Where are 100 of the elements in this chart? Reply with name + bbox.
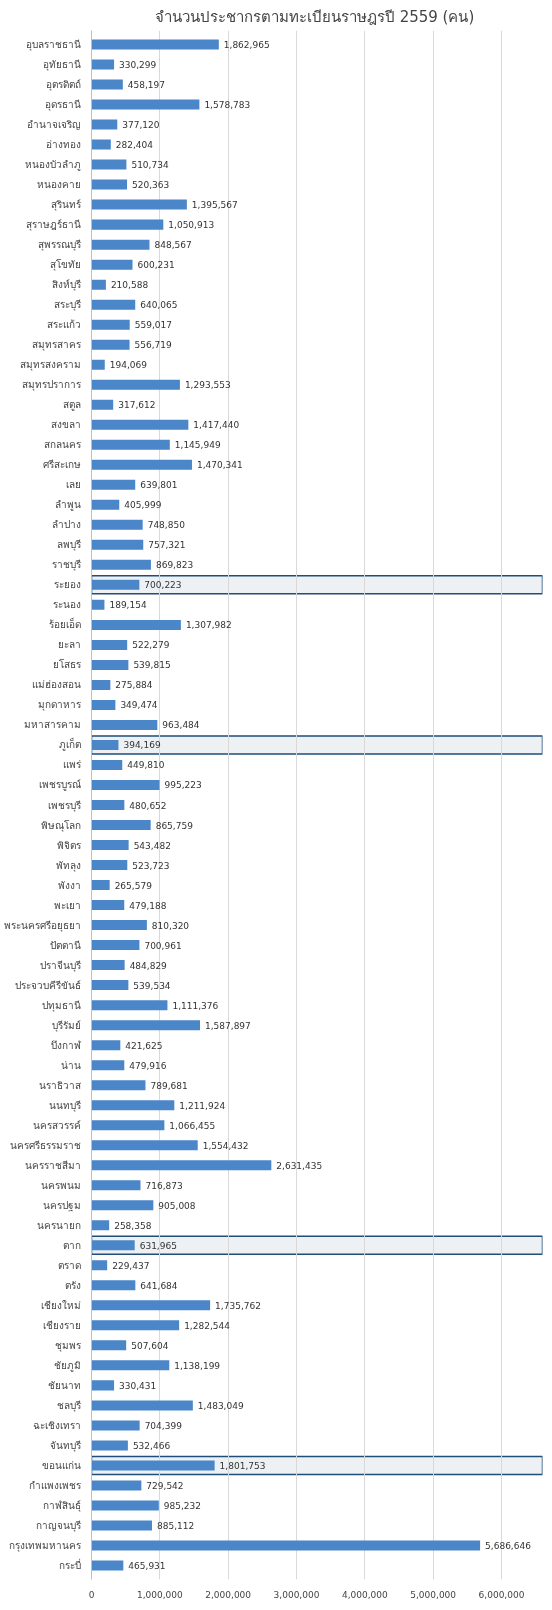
y-tick-label: ขอนแก่น [41, 1459, 81, 1471]
y-tick-label: ร้อยเอ็ด [48, 617, 81, 631]
y-tick-label: ยโสธร [52, 658, 82, 671]
y-tick-label: อ่างทอง [45, 139, 81, 151]
x-tick-label: 4,000,000 [341, 1589, 389, 1600]
y-tick-label: ชัยนาท [47, 1379, 81, 1391]
y-tick-label: สตูล [62, 399, 81, 412]
y-tick-label: ปัตตานี [49, 939, 81, 951]
bar [91, 1300, 211, 1311]
data-label: 405,999 [124, 500, 162, 511]
bar [91, 1420, 140, 1431]
bar [91, 519, 143, 530]
data-label: 1,395,567 [191, 200, 238, 211]
bar [91, 399, 114, 410]
data-label: 729,542 [146, 1480, 184, 1491]
data-label: 885,112 [156, 1520, 195, 1531]
bar [91, 980, 129, 991]
data-label: 869,823 [155, 560, 194, 571]
bar [91, 579, 140, 590]
bar [91, 779, 160, 790]
bar [91, 719, 158, 730]
data-label: 479,916 [129, 1060, 167, 1071]
bar [91, 920, 147, 931]
data-label: 559,017 [134, 320, 172, 331]
data-label: 1,138,199 [174, 1360, 221, 1371]
y-tick-label: นครพนม [40, 1179, 81, 1191]
y-tick-label: สุรินทร์ [50, 199, 82, 212]
bar [91, 1240, 135, 1251]
y-tick-label: น่าน [60, 1059, 81, 1071]
bar [91, 900, 125, 911]
y-tick-label: แม่ฮ่องสอน [31, 679, 81, 691]
data-label: 1,554,432 [202, 1140, 249, 1151]
y-tick-label: ประจวบคีรีขันธ์ [14, 979, 81, 991]
y-tick-label: นครปฐม [42, 1199, 81, 1212]
data-label: 349,474 [120, 700, 158, 711]
data-label: 1,587,897 [205, 1020, 251, 1031]
data-label: 700,961 [144, 940, 182, 951]
y-tick-label: นครราชสีมา [24, 1159, 81, 1171]
bar [91, 439, 170, 450]
bar [91, 39, 219, 50]
data-label: 523,723 [132, 860, 170, 871]
bar [91, 1040, 121, 1051]
bar [91, 960, 125, 971]
bar [91, 1360, 170, 1371]
data-label: 539,815 [133, 660, 171, 671]
bar [91, 259, 133, 270]
y-tick-label: ระยอง [53, 579, 81, 591]
bar [91, 419, 189, 430]
bar [91, 639, 128, 650]
y-tick-label: พะเยา [53, 899, 81, 911]
bar [91, 1400, 193, 1411]
y-tick-label: พิษณุโลก [40, 818, 81, 832]
data-label: 1,293,553 [184, 380, 231, 391]
data-label: 458,197 [127, 80, 166, 91]
bar [91, 1500, 159, 1511]
bar [91, 800, 125, 810]
bar [91, 1340, 127, 1351]
bar [91, 299, 136, 310]
bar [91, 1540, 481, 1551]
bar [91, 1180, 141, 1191]
y-tick-label: สุโขทัย [49, 258, 81, 272]
bar [91, 1260, 108, 1271]
y-tick-label: บุรีรัมย์ [51, 1019, 81, 1032]
x-tick-label: 2,000,000 [205, 1589, 252, 1600]
y-tick-label: อุดรธานี [44, 99, 81, 112]
bar [91, 479, 136, 490]
bar [91, 1460, 215, 1471]
data-label: 1,211,924 [179, 1100, 226, 1111]
data-label: 1,801,753 [219, 1460, 266, 1471]
data-label: 520,363 [132, 180, 170, 191]
x-tick-label: 0 [88, 1589, 95, 1600]
y-tick-label: พัทลุง [55, 859, 81, 872]
bar [91, 1320, 180, 1331]
bar [91, 860, 128, 871]
chart-title: จำนวนประชากรตามทะเบียนราษฎรปี 2559 (คน) [154, 7, 475, 26]
data-label: 963,484 [162, 720, 200, 731]
y-tick-label: สิงห์บุรี [51, 279, 82, 292]
bar [91, 179, 128, 190]
data-label: 848,567 [154, 240, 192, 251]
y-tick-label: หนองบัวลำภู [24, 159, 81, 172]
bar [91, 759, 123, 770]
y-tick-label: มุกดาหาร [37, 699, 82, 712]
data-label: 631,965 [139, 1240, 177, 1251]
bar [91, 1120, 165, 1131]
y-tick-label: ศรีสะเกษ [42, 459, 81, 471]
data-label: 1,578,783 [204, 100, 251, 111]
y-tick-label: เลย [65, 479, 81, 491]
data-label: 905,008 [158, 1200, 196, 1211]
bar [91, 1440, 128, 1451]
bar [91, 1080, 146, 1091]
y-tick-label: อุบลราชธานี [25, 39, 81, 52]
data-label: 539,534 [133, 980, 171, 991]
y-tick-label: มหาสารคาม [23, 719, 81, 731]
bar [91, 119, 118, 130]
data-label: 479,188 [129, 900, 167, 911]
data-label: 1,862,965 [223, 40, 270, 51]
data-label: 995,223 [164, 780, 202, 791]
bar [91, 699, 116, 710]
y-tick-label: กำแพงเพชร [28, 1479, 82, 1491]
data-label: 282,404 [115, 140, 154, 151]
